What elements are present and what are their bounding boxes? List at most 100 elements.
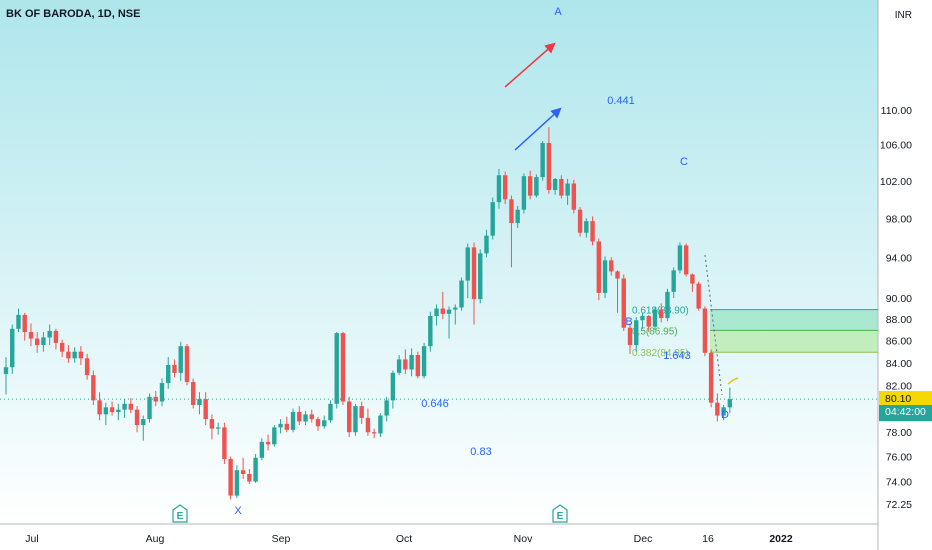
price-tick-label: 110.00 [881, 105, 912, 117]
candle-body [453, 307, 458, 310]
candle-body [471, 247, 477, 300]
earnings-icon-shape [172, 504, 188, 523]
projection-dashed-line [704, 254, 723, 396]
candle-body [584, 221, 589, 233]
candle-body [166, 364, 171, 384]
price-tick-label: 86.00 [886, 336, 912, 348]
plot-background [0, 0, 878, 524]
candle-body [440, 308, 445, 314]
candle-body [103, 407, 109, 415]
fib-band-upper [710, 309, 878, 331]
candle-body [540, 142, 545, 178]
candle-body [10, 328, 15, 368]
candle-body [247, 473, 252, 482]
candle-body [134, 409, 140, 426]
candle-body [234, 470, 240, 496]
candle-body [172, 364, 177, 373]
candle-body [559, 178, 564, 196]
candle-body [28, 332, 34, 339]
candle-body [403, 359, 408, 370]
candle-body [59, 342, 65, 352]
candle-body [721, 407, 726, 416]
candle-body [272, 427, 277, 445]
candle-body [284, 423, 289, 430]
time-tick-label: 16 [702, 533, 714, 545]
price-tick-label: 78.00 [886, 427, 912, 439]
candle-body [490, 202, 495, 236]
candle-body [652, 309, 658, 327]
candle-body [16, 314, 21, 329]
candle-body [197, 399, 202, 405]
fib-level-label: 0.382(84.95) [632, 348, 689, 359]
candle-body [259, 441, 265, 458]
candle-body [309, 414, 314, 420]
candle-body [640, 315, 645, 321]
price-tick-label: 90.00 [886, 293, 912, 305]
drawings-layer: X A B C D 0.646 0.83 0.441 1.643 E E [0, 6, 878, 523]
candle-body [708, 352, 714, 403]
candle-body [421, 346, 427, 377]
candles-layer [3, 127, 733, 500]
pattern-point-label: X [234, 505, 242, 517]
time-tick-label: 2022 [769, 533, 793, 545]
candle-body [359, 406, 364, 418]
price-tick-label: 76.00 [886, 452, 912, 464]
earnings-icon[interactable]: E [172, 504, 188, 523]
candle-body [621, 278, 626, 328]
candle-body [634, 320, 639, 346]
candle-body [303, 414, 308, 422]
candle-body [571, 183, 577, 210]
candle-body [677, 245, 683, 271]
alt-price-box [879, 391, 932, 405]
candle-body [390, 372, 396, 401]
candle-body [72, 351, 77, 359]
candle-body [627, 327, 633, 346]
candle-body [253, 457, 258, 482]
earnings-icon-label: E [557, 511, 564, 522]
candle-body [690, 274, 695, 284]
candle-body [496, 175, 502, 203]
earnings-icon-label: E [177, 511, 184, 522]
candle-body [565, 183, 570, 196]
pattern-ratio-label: 1.643 [663, 350, 691, 362]
candle-body [240, 470, 246, 474]
pattern-point-label: C [680, 156, 688, 168]
candle-body [178, 346, 183, 373]
candle-body [715, 402, 720, 416]
candle-body [290, 412, 296, 430]
candle-body [509, 199, 514, 224]
candle-body [646, 315, 651, 327]
candle-body [727, 399, 733, 408]
candle-body [297, 412, 302, 422]
countdown-text: 04:42:00 [885, 406, 926, 418]
candle-body [683, 245, 689, 275]
candle-body [191, 381, 196, 405]
candle-body [265, 441, 271, 445]
candle-body [590, 221, 595, 242]
earnings-icon[interactable]: E [552, 504, 568, 523]
fib-band-lower [710, 330, 878, 353]
candle-body [228, 459, 233, 496]
candle-body [322, 420, 327, 427]
candle-body [159, 383, 165, 402]
time-tick-label: Aug [146, 533, 165, 545]
candle-body [278, 423, 283, 428]
candle-body [122, 403, 127, 410]
price-tick-label: 98.00 [886, 213, 912, 225]
candle-body [527, 176, 533, 196]
candle-body [116, 409, 121, 413]
candle-body [609, 260, 614, 272]
candle-body [671, 270, 676, 292]
candle-body [147, 396, 152, 420]
candle-body [22, 314, 27, 333]
time-axis-panel [0, 524, 878, 550]
candle-body [328, 403, 333, 421]
candle-body [35, 338, 40, 346]
candle-body [428, 315, 433, 347]
pattern-point-label: D [721, 409, 729, 421]
candle-body [665, 291, 670, 319]
pattern-ratio-label: 0.83 [470, 446, 491, 458]
price-axis-panel [878, 0, 932, 550]
pattern-point-label: B [625, 316, 632, 328]
